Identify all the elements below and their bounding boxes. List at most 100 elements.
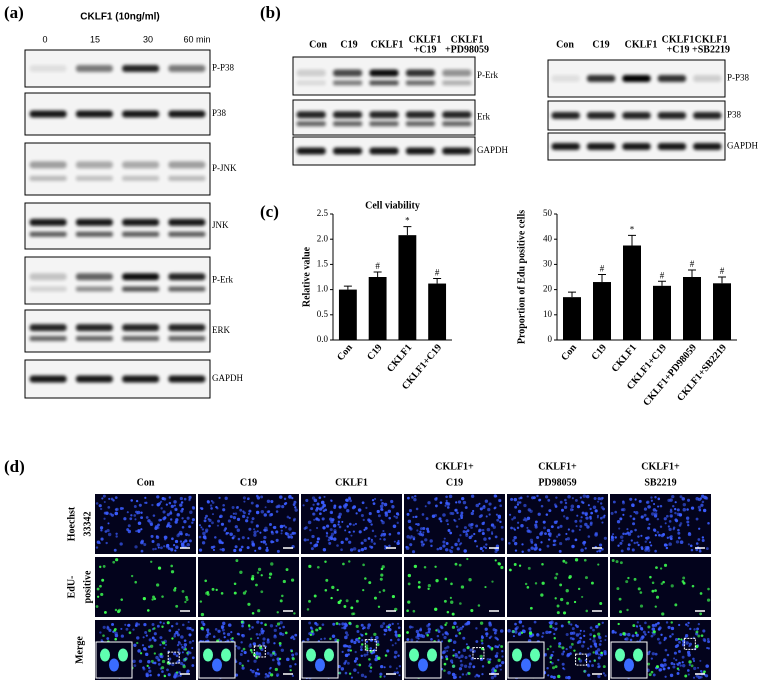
nucleus bbox=[697, 538, 701, 541]
edu-cell bbox=[443, 599, 447, 603]
nucleus bbox=[597, 662, 600, 666]
nucleus bbox=[420, 533, 425, 537]
edu-cell bbox=[581, 595, 584, 599]
nucleus bbox=[211, 501, 215, 504]
nucleus bbox=[470, 526, 473, 529]
nucleus bbox=[352, 523, 356, 527]
nucleus bbox=[451, 672, 456, 677]
nucleus bbox=[148, 645, 151, 649]
nucleus bbox=[687, 621, 690, 625]
nucleus bbox=[357, 549, 361, 553]
nucleus bbox=[266, 674, 270, 678]
nucleus bbox=[338, 512, 342, 516]
nucleus bbox=[647, 631, 650, 634]
error-bar bbox=[658, 280, 666, 286]
zoom-box bbox=[167, 651, 180, 664]
nucleus bbox=[393, 515, 396, 518]
edu-cell bbox=[651, 589, 655, 593]
inset-cell bbox=[118, 648, 128, 662]
nucleus bbox=[446, 523, 449, 526]
error-bar bbox=[343, 285, 352, 290]
edu-cell bbox=[570, 642, 574, 646]
edu-cell bbox=[556, 604, 560, 608]
nucleus bbox=[596, 514, 600, 517]
nucleus bbox=[461, 625, 465, 628]
nucleus bbox=[108, 497, 111, 500]
nucleus bbox=[258, 652, 262, 655]
nucleus bbox=[99, 507, 103, 511]
nucleus bbox=[651, 627, 656, 631]
nucleus bbox=[305, 498, 309, 502]
edu-cell bbox=[159, 652, 163, 656]
nucleus bbox=[419, 527, 424, 531]
nucleus bbox=[258, 633, 261, 636]
nucleus bbox=[526, 495, 529, 498]
nucleus bbox=[554, 622, 558, 626]
edu-cell bbox=[552, 666, 556, 670]
blot-row-label: P-JNK bbox=[212, 163, 237, 173]
nucleus bbox=[354, 522, 358, 526]
nucleus bbox=[570, 504, 575, 509]
nucleus bbox=[369, 663, 372, 666]
nucleus bbox=[592, 639, 596, 643]
nucleus bbox=[516, 503, 520, 506]
nucleus bbox=[500, 537, 504, 541]
nucleus bbox=[457, 500, 462, 504]
nucleus bbox=[697, 505, 702, 510]
nucleus bbox=[574, 498, 578, 502]
nucleus bbox=[611, 630, 615, 634]
nucleus bbox=[435, 504, 438, 508]
nucleus bbox=[501, 661, 505, 665]
nucleus bbox=[701, 539, 705, 543]
error-bar bbox=[688, 269, 696, 277]
edu-cell bbox=[378, 591, 381, 594]
edu-cell bbox=[247, 602, 251, 606]
nucleus bbox=[230, 631, 233, 634]
nucleus bbox=[120, 627, 123, 630]
nucleus bbox=[321, 623, 325, 626]
nucleus bbox=[700, 676, 703, 679]
edu-cell bbox=[443, 662, 447, 666]
nucleus bbox=[163, 516, 167, 520]
nucleus bbox=[510, 497, 514, 501]
edu-cell bbox=[477, 604, 481, 607]
nucleus bbox=[550, 675, 554, 679]
nucleus bbox=[346, 509, 350, 513]
edu-cell bbox=[491, 580, 494, 583]
nucleus bbox=[456, 547, 460, 551]
lane-label: C19 bbox=[340, 39, 357, 50]
blot-band bbox=[29, 175, 67, 181]
nucleus bbox=[273, 628, 277, 632]
nucleus bbox=[174, 539, 179, 544]
nucleus bbox=[469, 648, 473, 652]
nucleus bbox=[145, 516, 149, 519]
nucleus bbox=[201, 541, 206, 545]
nucleus bbox=[384, 511, 388, 515]
nucleus bbox=[144, 496, 147, 499]
edu-cell bbox=[115, 558, 119, 562]
edu-cell bbox=[276, 611, 279, 614]
nucleus bbox=[410, 638, 414, 642]
nucleus bbox=[136, 512, 139, 515]
edu-cell bbox=[654, 589, 657, 592]
nucleus bbox=[398, 665, 401, 668]
nucleus bbox=[251, 517, 255, 521]
nucleus bbox=[664, 675, 667, 678]
nucleus bbox=[374, 657, 378, 662]
nucleus bbox=[346, 525, 349, 528]
nucleus bbox=[368, 664, 371, 668]
micrograph bbox=[198, 557, 299, 617]
nucleus bbox=[337, 520, 341, 524]
nucleus bbox=[386, 649, 390, 653]
nucleus bbox=[589, 633, 593, 636]
edu-cell bbox=[397, 634, 401, 638]
nucleus bbox=[554, 539, 557, 542]
nucleus bbox=[619, 535, 624, 539]
edu-cell bbox=[95, 605, 99, 608]
nucleus bbox=[706, 646, 709, 650]
nucleus bbox=[294, 506, 297, 509]
nucleus bbox=[571, 529, 575, 533]
nucleus bbox=[380, 664, 384, 669]
edu-cell bbox=[379, 577, 383, 581]
nucleus bbox=[424, 538, 428, 542]
